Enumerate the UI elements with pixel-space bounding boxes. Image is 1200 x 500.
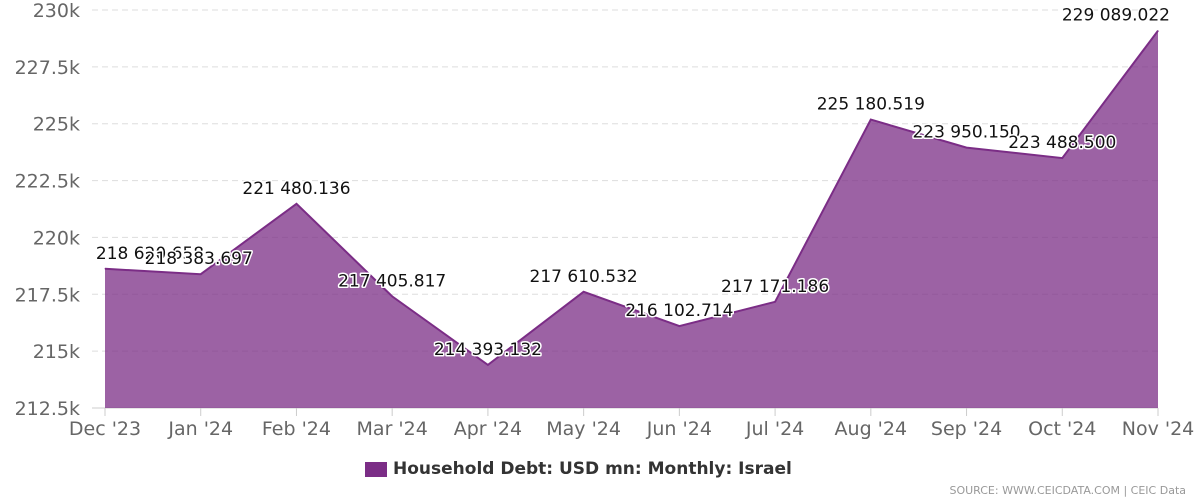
data-label: 217 610.532 <box>530 267 638 287</box>
data-point <box>104 268 106 270</box>
data-point <box>487 364 489 366</box>
y-tick-label: 215k <box>33 341 80 363</box>
y-axis: 212.5k 215k 217.5k 220k 222.5k 225k 227.5k 230k <box>15 0 80 420</box>
y-tick-label: 230k <box>33 0 80 22</box>
y-tick-label: 217.5k <box>15 284 80 306</box>
data-label: 223 950.150 <box>912 123 1020 143</box>
data-label: 217 171.186 <box>721 277 829 297</box>
x-tick-label: Nov '24 <box>1122 418 1195 440</box>
x-axis: Dec '23 Jan '24 Feb '24 Mar '24 Apr '24 May '… <box>69 408 1194 440</box>
x-tick-label: Oct '24 <box>1028 418 1096 440</box>
source-credit: SOURCE: WWW.CEICDATA.COM | CEIC Data <box>949 484 1186 497</box>
data-point <box>391 295 393 297</box>
x-tick-label: Dec '23 <box>69 418 141 440</box>
y-tick-label: 225k <box>33 114 80 136</box>
data-label: 218 383.697 <box>145 249 253 269</box>
y-tick-label: 222.5k <box>15 171 80 193</box>
data-point <box>678 325 680 327</box>
data-point <box>774 301 776 303</box>
x-tick-label: Aug '24 <box>835 418 908 440</box>
data-point <box>966 147 968 149</box>
x-tick-label: May '24 <box>546 418 621 440</box>
y-tick-label: 227.5k <box>15 57 80 79</box>
series-area <box>104 30 1159 408</box>
legend-label: Household Debt: USD mn: Monthly: Israel <box>393 459 792 479</box>
legend-swatch <box>365 461 387 477</box>
data-label: 214 393.132 <box>434 340 542 360</box>
data-label: 223 488.500 <box>1008 133 1116 153</box>
data-label: 218 620.658 <box>96 244 204 264</box>
data-point <box>200 273 202 275</box>
y-tick-label: 212.5k <box>15 398 80 420</box>
data-label: 216 102.714 <box>625 301 733 321</box>
data-point <box>1061 157 1063 159</box>
data-label: 225 180.519 <box>817 95 925 115</box>
data-label: 221 480.136 <box>242 179 350 199</box>
data-point <box>870 119 872 121</box>
data-point <box>583 291 585 293</box>
legend[interactable]: Household Debt: USD mn: Monthly: Israel <box>365 459 792 479</box>
x-tick-label: Mar '24 <box>357 418 428 440</box>
x-tick-label: Apr '24 <box>454 418 522 440</box>
data-label: 217 405.817 <box>338 271 446 291</box>
x-tick-label: Sep '24 <box>931 418 1002 440</box>
x-tick-label: Jun '24 <box>646 418 712 440</box>
data-point <box>295 203 297 205</box>
x-tick-label: Jan '24 <box>167 418 233 440</box>
y-tick-label: 220k <box>33 227 80 249</box>
x-tick-label: Feb '24 <box>262 418 331 440</box>
series-line <box>104 30 1159 367</box>
data-label: 229 089.022 <box>1062 6 1170 26</box>
data-point <box>1157 30 1159 32</box>
series-area-fill <box>105 30 1158 408</box>
x-tick-label: Jul '24 <box>745 418 804 440</box>
